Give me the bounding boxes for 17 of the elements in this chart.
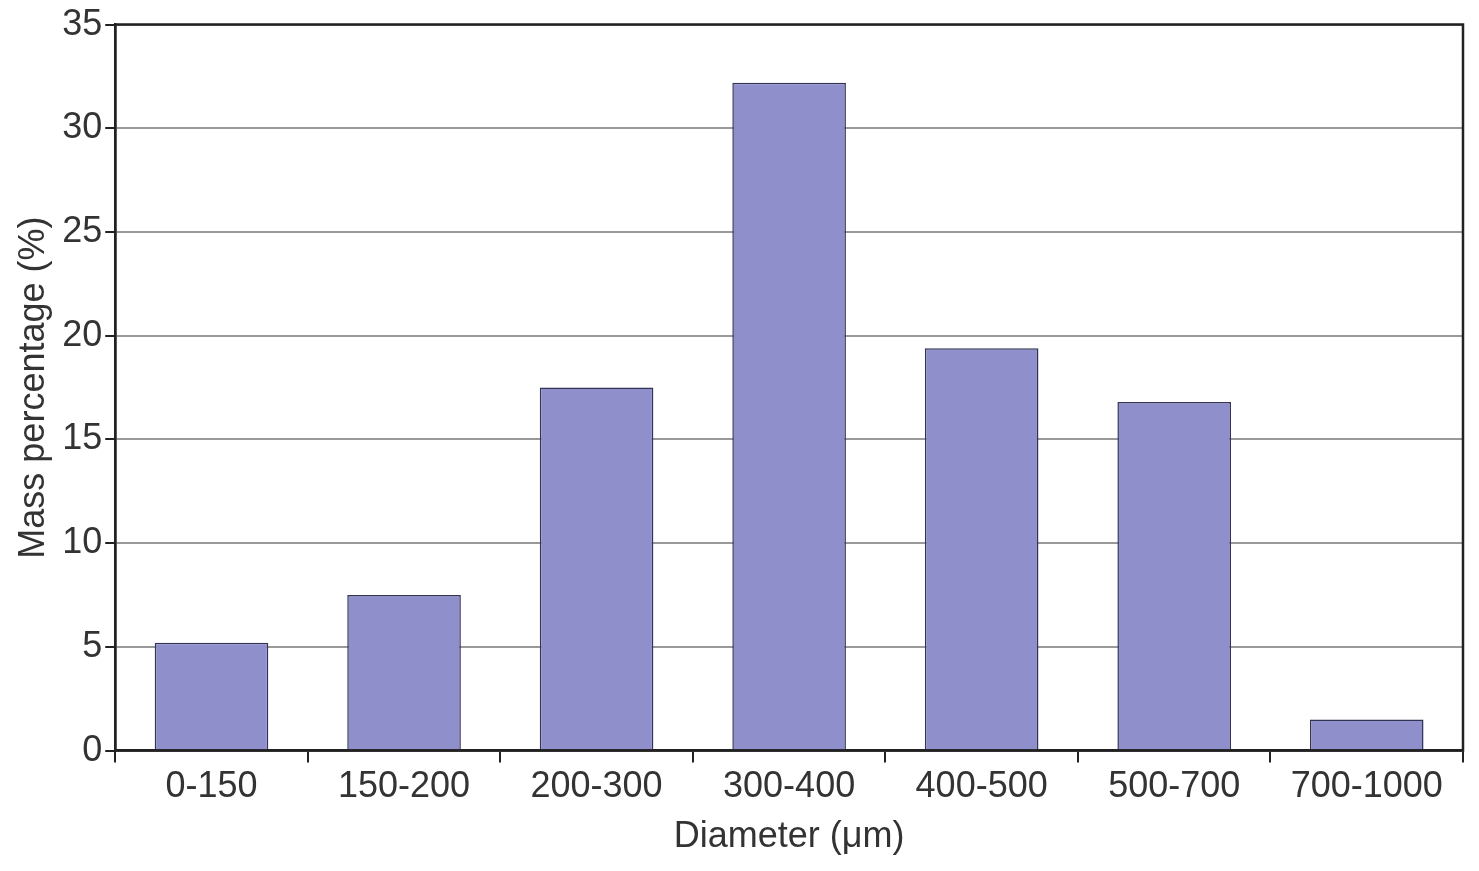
x-tick-label: 400-500 — [915, 764, 1048, 806]
x-tick-label: 300-400 — [723, 764, 856, 806]
y-tick-label: 10 — [62, 520, 103, 562]
y-tick-label: 25 — [62, 208, 103, 250]
x-tick-label: 0-150 — [165, 764, 258, 806]
y-tick-label: 20 — [62, 312, 103, 354]
y-axis-title: Mass percentage (%) — [10, 216, 52, 559]
y-tick-label: 0 — [82, 727, 103, 769]
x-tick-label: 700-1000 — [1290, 764, 1443, 806]
x-tick-label: 150-200 — [337, 764, 471, 806]
y-tick-label: 5 — [82, 623, 103, 665]
y-tick-label: 15 — [62, 416, 103, 458]
x-tick-label: 200-300 — [530, 764, 663, 806]
y-tick-label: 30 — [62, 105, 103, 147]
y-tick-label: 35 — [62, 1, 103, 43]
x-tick-label: 500-700 — [1108, 764, 1241, 806]
x-axis-title: Diameter (μm) — [673, 814, 905, 856]
